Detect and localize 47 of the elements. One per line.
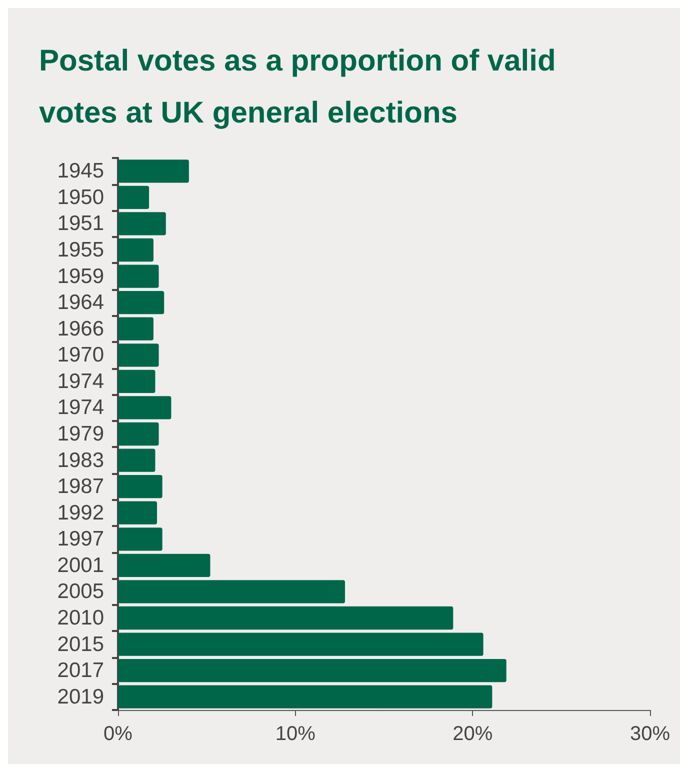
y-tick-label: 1974 (57, 396, 104, 420)
y-tick-label: 2017 (57, 659, 104, 682)
x-tick-label: 0% (104, 723, 133, 745)
x-tick-label: 10% (275, 723, 316, 745)
y-tick-label: 1974 (57, 370, 104, 393)
bar (118, 685, 492, 708)
bar (118, 501, 158, 524)
y-tick-label: 1964 (57, 291, 104, 314)
bar (118, 659, 506, 682)
y-tick-label: 2005 (57, 580, 104, 604)
bar (118, 344, 159, 367)
bar (118, 212, 166, 236)
bar (118, 528, 162, 551)
y-tick-label: 1955 (57, 238, 104, 262)
y-tick-label: 1970 (57, 344, 104, 367)
y-tick-label: 1966 (57, 317, 104, 340)
bar (118, 317, 154, 340)
y-tick-label: 1997 (57, 528, 104, 551)
y-tick-label: 1951 (57, 212, 104, 236)
y-tick-label: 1983 (57, 448, 104, 472)
bar (118, 632, 484, 656)
y-tick-label: 2019 (57, 685, 104, 708)
x-tick-label: 30% (630, 723, 670, 745)
x-tick-label: 20% (452, 723, 493, 745)
chart-title: Postal votes as a proportion of valid votes at UK general elections (39, 44, 564, 130)
bar (118, 606, 454, 630)
bar (118, 448, 156, 472)
y-tick-label: 1992 (57, 501, 104, 524)
bar (118, 291, 164, 314)
bar (118, 580, 345, 604)
bar (118, 396, 172, 420)
y-tick-label: 2015 (57, 632, 104, 656)
bar (118, 186, 150, 209)
y-tick-label: 1987 (57, 475, 104, 498)
bar (118, 160, 189, 183)
y-tick-label: 2001 (57, 554, 104, 577)
bar (118, 475, 162, 498)
bar (118, 370, 156, 393)
y-tick-label: 1959 (57, 264, 104, 288)
y-tick-label: 2010 (57, 606, 104, 630)
bar (118, 264, 159, 288)
bar (118, 422, 159, 446)
y-tick-label: 1950 (57, 186, 104, 209)
bar (118, 238, 154, 262)
y-tick-label: 1979 (57, 422, 104, 446)
y-tick-label: 1945 (57, 160, 104, 183)
bar (118, 554, 210, 577)
